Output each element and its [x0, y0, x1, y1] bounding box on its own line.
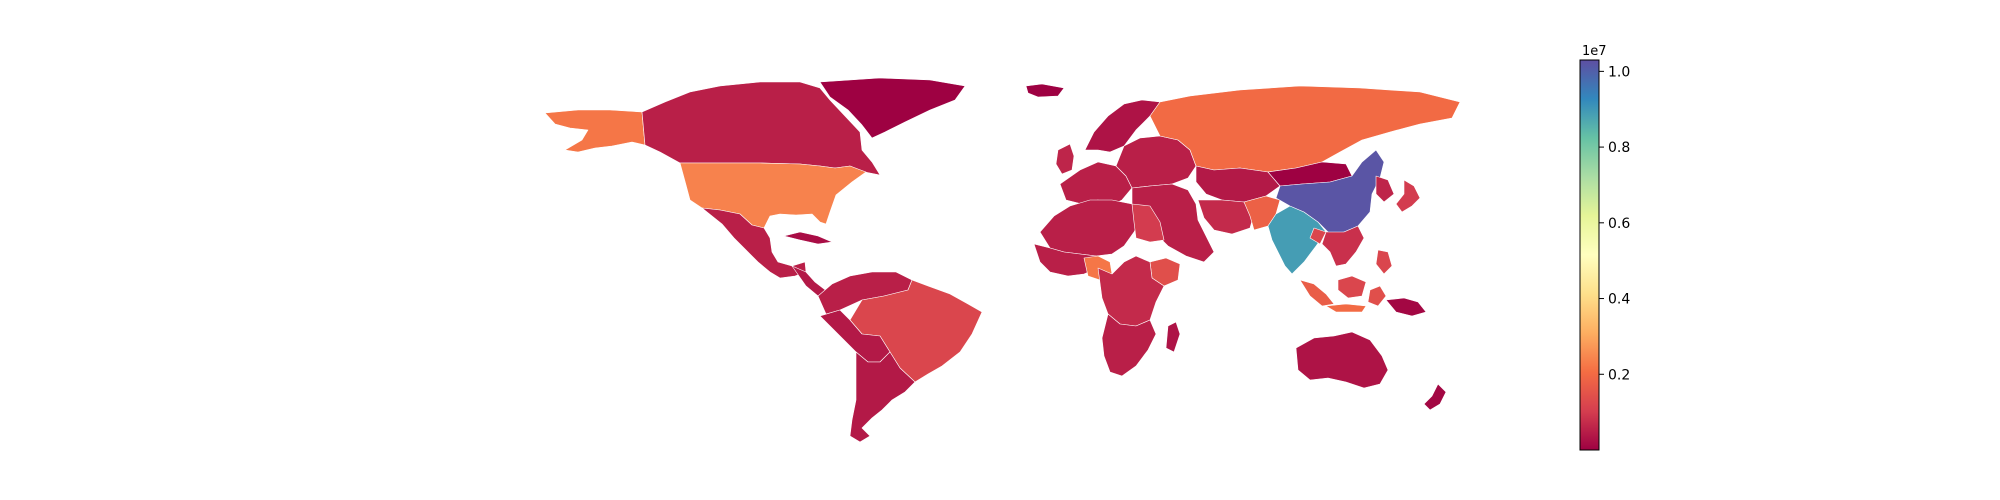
- region-indonesia-java: [1325, 303, 1367, 313]
- colorbar-tick-label: 0.4: [1608, 292, 1630, 308]
- region-indonesia-east: [1367, 285, 1387, 307]
- region-egypt: [1131, 203, 1165, 243]
- region-usa: [679, 162, 867, 229]
- region-north-africa: [1039, 199, 1143, 257]
- colorbar-gradient: [1579, 59, 1600, 451]
- colorbar-tick-label: 0.6: [1608, 216, 1630, 232]
- region-uk: [1055, 143, 1075, 175]
- region-korea: [1375, 175, 1395, 203]
- region-cuba: [783, 231, 833, 245]
- region-russia: [1149, 85, 1461, 173]
- region-iran: [1197, 199, 1255, 235]
- colorbar-tick-label: 1.0: [1608, 64, 1630, 80]
- region-bangladesh: [1309, 227, 1327, 245]
- colorbar-tick-label: 0.2: [1608, 367, 1630, 383]
- region-mexico: [701, 207, 807, 279]
- colorbar: 1e7 0.2 0.4 0.6 0.8 1.0: [1579, 44, 1630, 451]
- region-china: [1275, 149, 1385, 235]
- region-indonesia-sumatra: [1299, 279, 1335, 307]
- world-map: [544, 77, 1461, 443]
- region-philippines: [1375, 249, 1393, 275]
- region-japan: [1395, 179, 1421, 213]
- colorbar-exponent-label: 1e7: [1582, 44, 1607, 59]
- region-new-zealand: [1423, 383, 1447, 411]
- region-greenland: [819, 77, 966, 139]
- colorbar-ticks: 0.2 0.4 0.6 0.8 1.0: [1599, 64, 1630, 383]
- region-australia: [1295, 331, 1389, 389]
- region-iceland: [1025, 83, 1065, 98]
- region-southern-africa: [1101, 313, 1157, 377]
- region-papua-new-guinea: [1385, 297, 1427, 317]
- region-indonesia-borneo: [1337, 275, 1367, 299]
- region-argentina-chile: [849, 351, 916, 443]
- region-southeast-asia: [1321, 225, 1365, 267]
- region-alaska: [544, 109, 646, 153]
- region-madagascar: [1165, 321, 1181, 353]
- colorbar-tick-label: 0.8: [1608, 140, 1630, 156]
